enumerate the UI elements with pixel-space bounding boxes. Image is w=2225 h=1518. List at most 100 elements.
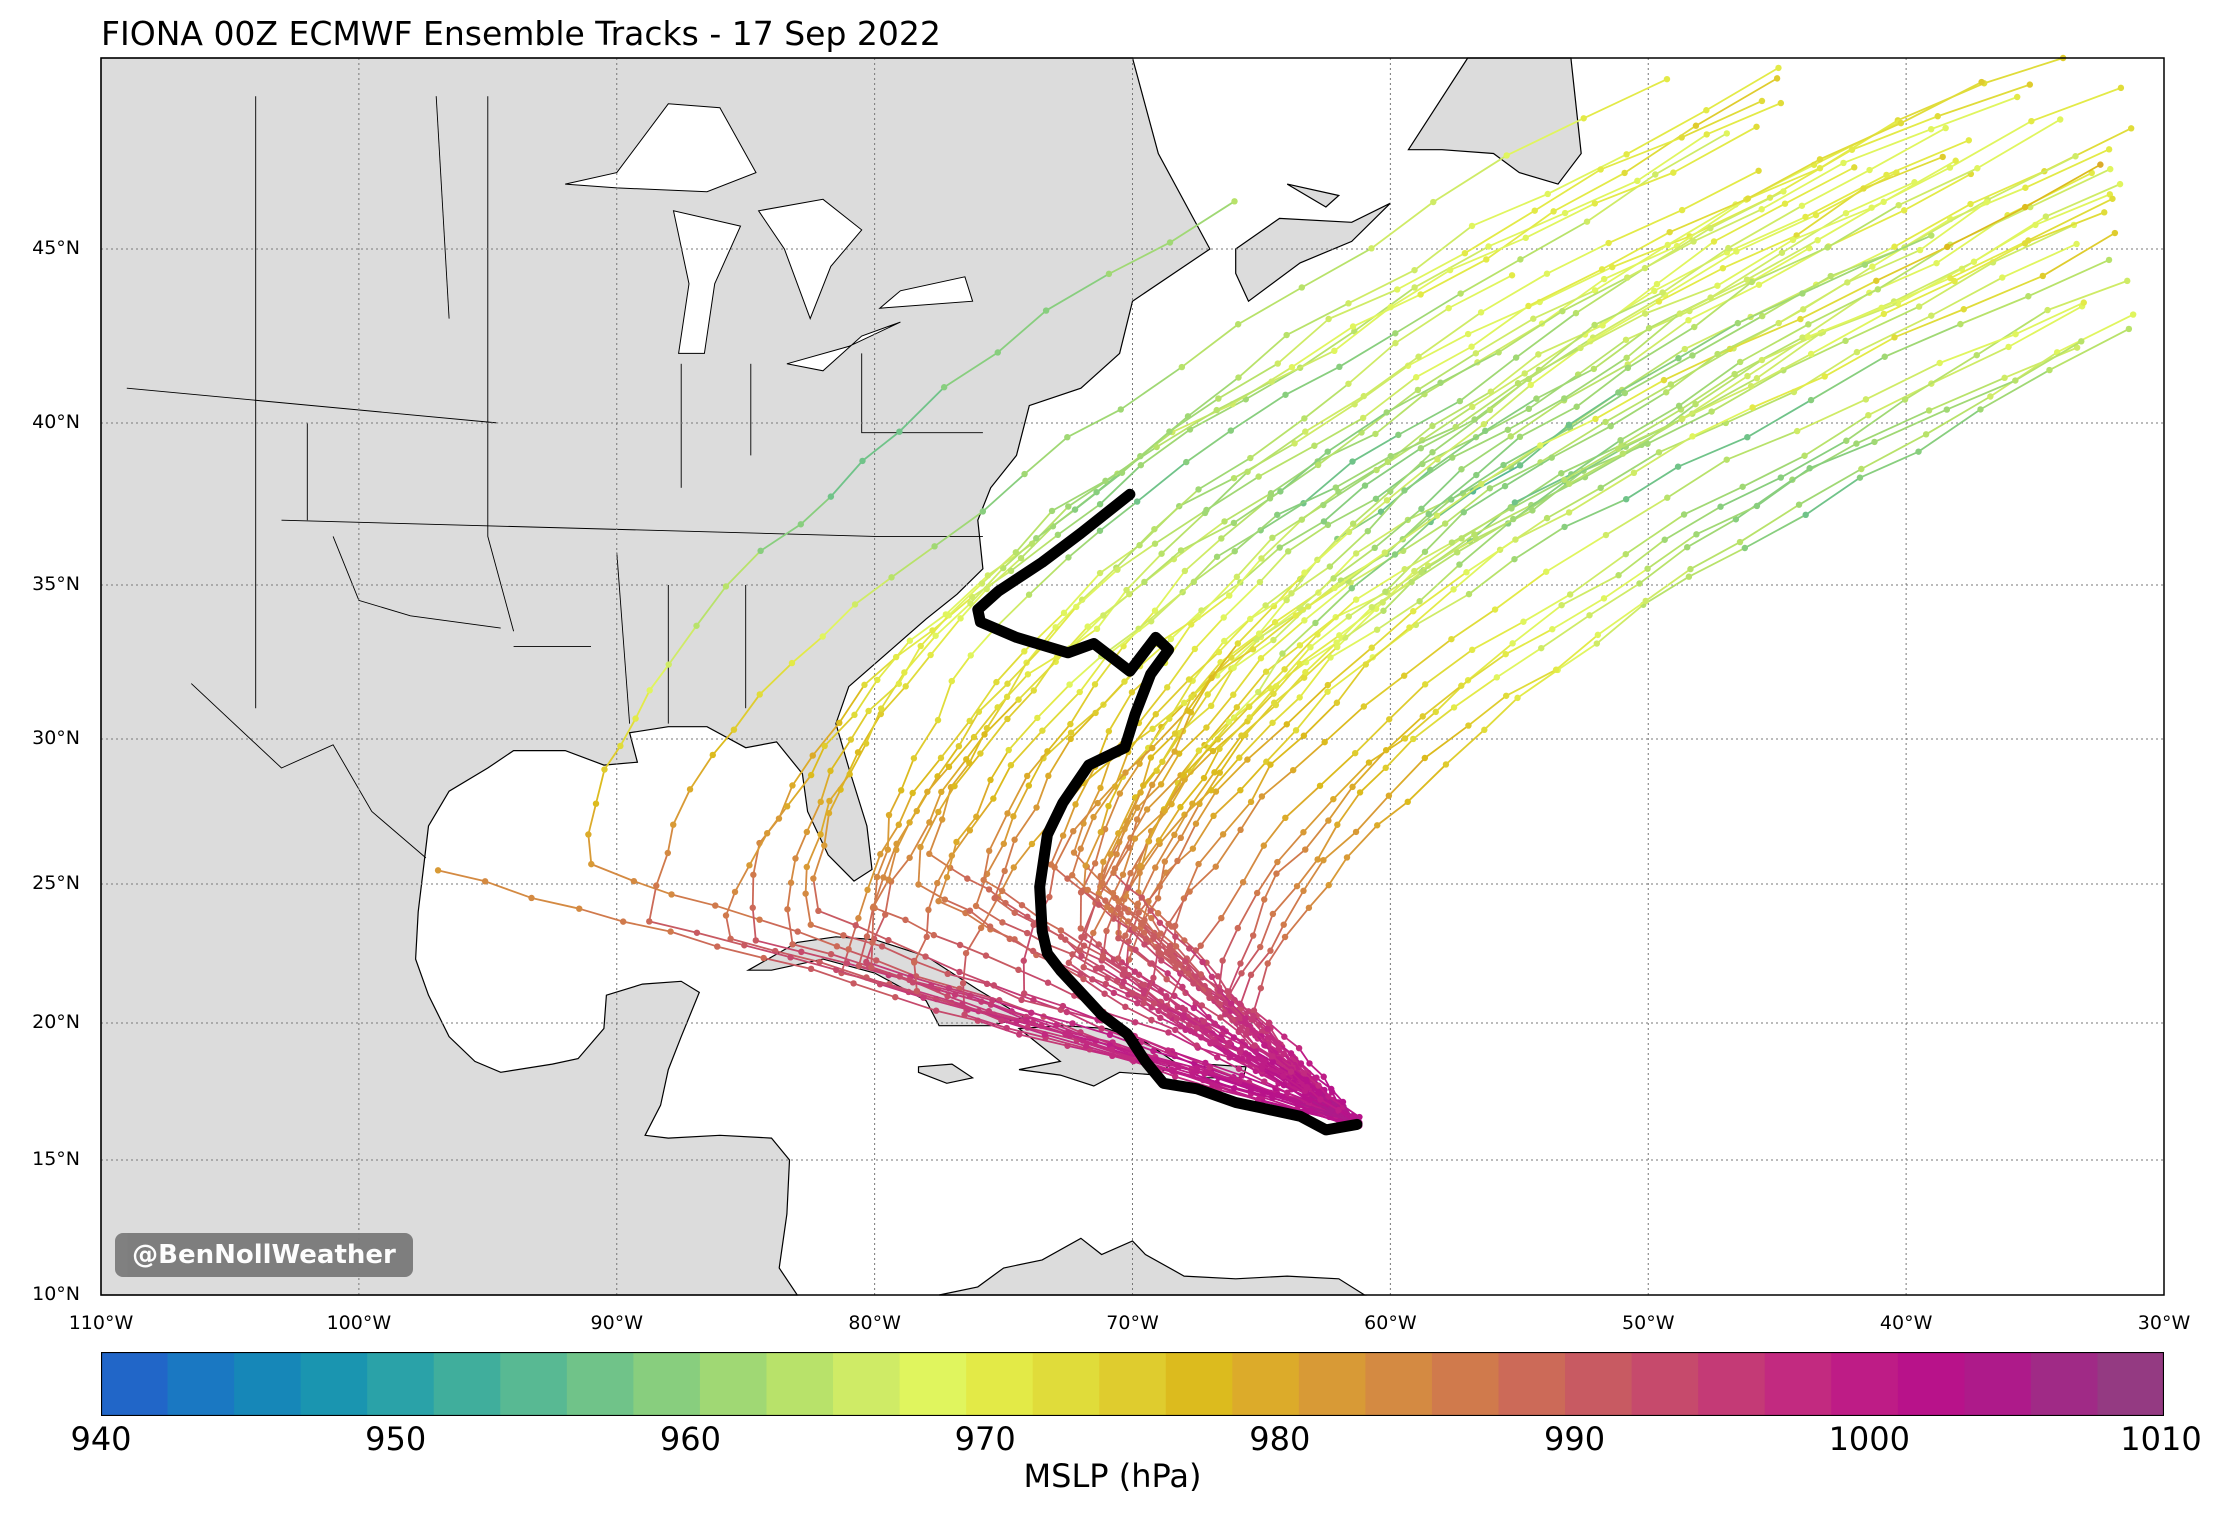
track-point [994,704,1001,711]
track-segment [1827,204,1900,249]
track-segment [1436,423,1485,461]
track-segment [1688,547,1746,578]
track-segment [1071,848,1082,876]
track-point [1015,966,1022,974]
track-point [1598,266,1606,273]
track-segment [1874,408,1948,443]
track-point [1445,304,1452,312]
track-point [1079,887,1087,894]
track-segment [1734,336,1803,375]
track-point [1775,64,1782,72]
track-point [1158,550,1165,557]
track-point [1446,266,1454,274]
track-point [1121,678,1128,685]
track-segment [1681,385,1752,421]
track-segment [1057,503,1101,536]
track-segment [1480,444,1541,485]
track-segment [1355,519,1409,555]
track-segment [1647,533,1697,570]
track-point [1177,803,1184,811]
track-point [1874,286,1882,293]
track-point [1525,302,1532,310]
track-segment [1259,550,1289,583]
track-point [1249,646,1257,653]
track-point [1261,1078,1268,1085]
track-segment [870,942,874,968]
track-segment [1230,1002,1247,1019]
track-segment [1102,957,1126,973]
track-point [999,919,1006,926]
track-point [1221,518,1228,525]
track-point [1236,754,1243,761]
track-segment [1168,1031,1199,1049]
track-segment [1304,820,1330,851]
track-segment [786,774,812,807]
track-segment [1246,723,1288,761]
track-segment [1695,77,1778,127]
track-point [910,755,918,762]
track-segment [1195,975,1210,992]
track-segment [1073,823,1085,853]
track-segment [857,889,869,919]
track-segment [1136,783,1162,809]
track-segment [911,757,942,794]
track-segment [1101,853,1118,884]
track-segment [1139,757,1152,793]
track-segment [1295,691,1329,731]
track-segment [1458,522,1509,566]
track-segment [1563,363,1629,402]
track-segment [1309,615,1350,648]
track-point [1316,782,1324,789]
track-segment [890,545,936,579]
track-point [1214,1054,1221,1061]
track-point [1473,471,1480,479]
track-point [1269,719,1276,726]
track-segment [1452,549,1501,591]
track-point [1326,563,1334,570]
track-segment [1546,487,1602,519]
track-point [2105,146,2113,153]
track-point [1681,345,1689,353]
track-segment [774,950,820,963]
track-point [1090,813,1097,821]
track-point [1004,680,1011,687]
track-segment [1451,507,1512,544]
track-segment [1626,240,1695,279]
track-point [1212,863,1219,870]
track-point [1663,389,1670,396]
track-segment [1422,684,1462,718]
track-point [1939,153,1946,161]
track-point [1330,795,1337,803]
track-segment [1323,484,1366,523]
track-segment [1063,572,1101,614]
track-point [1300,829,1307,836]
track-segment [1168,397,1219,433]
track-segment [1303,702,1338,737]
track-point [1710,238,1718,245]
track-point [1312,619,1319,627]
track-segment [1284,907,1310,938]
track-point [1387,452,1394,460]
track-segment [1569,553,1627,596]
track-segment [1352,434,1399,463]
track-segment [989,749,1010,781]
track-point [1082,1042,1090,1050]
track-point [925,906,932,914]
track-segment [1134,810,1166,840]
track-segment [1528,268,1603,307]
track-segment [1173,803,1194,836]
track-segment [1804,414,1869,457]
track-segment [1190,677,1213,713]
track-point [2039,272,2047,280]
track-point [1269,910,1277,918]
track-point [1273,870,1280,877]
track-segment [1181,986,1197,1004]
track-point [1450,586,1457,593]
track-segment [1515,511,1570,541]
track-point [1933,259,1940,267]
track-point [1325,315,1332,323]
track-point [1121,825,1128,833]
track-segment [790,956,837,971]
track-segment [1904,199,1988,249]
track-segment [1596,604,1644,645]
